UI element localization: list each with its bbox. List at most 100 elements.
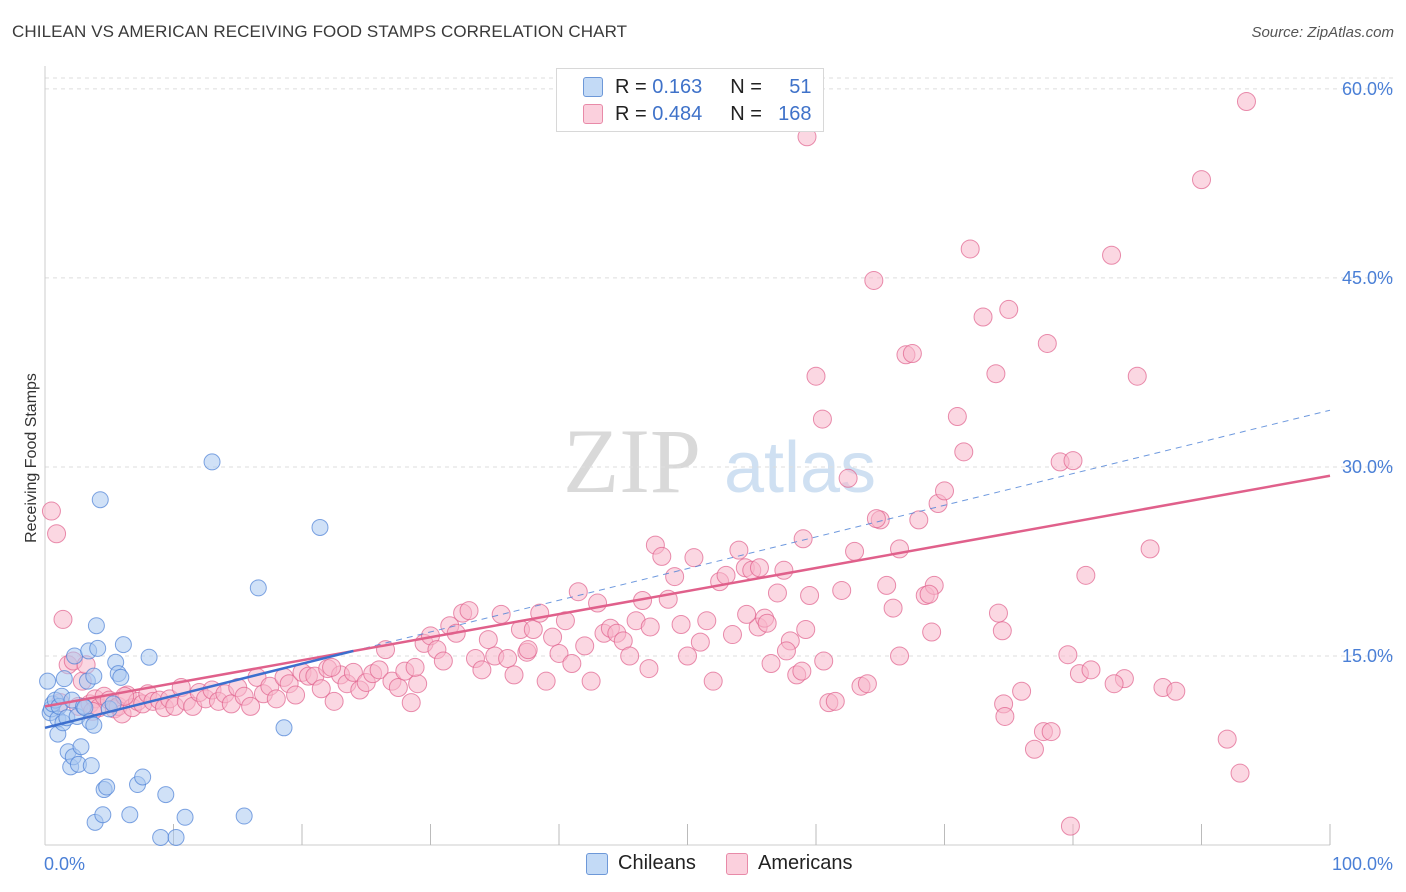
american-point	[498, 648, 518, 668]
american-point	[703, 671, 723, 691]
american-point	[343, 662, 363, 682]
chilean-point	[275, 719, 293, 737]
y-tick-label: 60.0%	[1342, 79, 1393, 99]
american-point	[405, 657, 425, 677]
american-point	[796, 620, 816, 640]
bottom-swatch-chileans	[586, 852, 608, 875]
chilean-point	[249, 579, 267, 597]
correlation-legend: R = 0.163 N = 51 R = 0.484 N = 168	[556, 68, 824, 132]
american-point	[639, 659, 659, 679]
chilean-point	[82, 757, 100, 775]
american-point	[883, 598, 903, 618]
american-point	[241, 696, 261, 716]
chilean-point	[311, 518, 329, 536]
chilean-point	[167, 828, 185, 846]
chileans-points	[39, 453, 329, 846]
american-point	[543, 627, 563, 647]
american-point	[555, 611, 575, 631]
american-point	[838, 468, 858, 488]
american-point	[806, 366, 826, 386]
american-point	[825, 691, 845, 711]
american-point	[902, 344, 922, 364]
american-point	[678, 646, 697, 666]
american-point	[697, 611, 717, 631]
american-point	[549, 643, 569, 663]
american-point	[857, 674, 877, 694]
american-point	[1192, 170, 1211, 190]
american-point	[523, 620, 543, 640]
legend-n-label: N =	[730, 102, 762, 125]
american-point	[388, 677, 408, 697]
american-point	[1140, 539, 1160, 559]
american-point	[1037, 333, 1057, 353]
american-point	[311, 679, 331, 699]
x-tick-label-max: 100.0%	[1332, 854, 1393, 874]
american-point	[761, 654, 781, 674]
y-tick-label: 15.0%	[1342, 646, 1393, 666]
american-point	[324, 691, 344, 711]
american-point	[737, 604, 757, 624]
x-tick-label-min: 0.0%	[44, 854, 85, 874]
american-point	[774, 560, 794, 580]
american-point	[1081, 660, 1101, 680]
chilean-point	[94, 806, 112, 824]
american-point	[562, 654, 582, 674]
chilean-point	[85, 716, 103, 734]
watermark: ZIP atlas	[563, 410, 876, 512]
american-point	[665, 567, 685, 587]
chilean-point	[87, 617, 105, 635]
chilean-point	[152, 828, 170, 846]
american-point	[286, 685, 306, 705]
american-point	[690, 632, 710, 652]
american-point	[671, 614, 691, 634]
american-point	[986, 364, 1006, 384]
american-point	[716, 565, 736, 585]
american-point	[581, 671, 601, 691]
american-point	[1024, 739, 1044, 759]
american-point	[478, 630, 498, 650]
american-point	[1166, 681, 1186, 701]
american-point	[266, 689, 286, 709]
american-point	[922, 622, 942, 642]
american-point	[504, 665, 524, 685]
chilean-point	[89, 639, 107, 657]
watermark-zip: ZIP	[563, 410, 701, 512]
american-point	[652, 546, 672, 566]
american-point	[1058, 645, 1078, 665]
chart-title: CHILEAN VS AMERICAN RECEIVING FOOD STAMP…	[12, 22, 628, 41]
american-point	[53, 609, 73, 629]
tick-labels: 15.0% 30.0% 45.0% 60.0% 0.0% 100.0%	[44, 79, 1393, 874]
american-point	[1012, 681, 1032, 701]
chilean-point	[235, 807, 253, 825]
american-point	[401, 693, 421, 713]
american-point	[995, 706, 1015, 726]
americans-trend-line	[44, 474, 1331, 708]
american-point	[864, 270, 884, 290]
chilean-point	[134, 768, 152, 786]
american-point	[1076, 565, 1096, 585]
american-point	[369, 660, 389, 680]
american-point	[832, 580, 852, 600]
chilean-point	[114, 636, 132, 654]
american-point	[793, 529, 813, 549]
american-point	[1236, 92, 1256, 112]
american-point	[620, 646, 640, 666]
american-point	[1104, 674, 1124, 694]
american-point	[568, 582, 588, 602]
american-point	[575, 636, 595, 656]
americans-points	[41, 92, 1256, 836]
american-point	[814, 651, 834, 671]
y-tick-label: 45.0%	[1342, 268, 1393, 288]
american-point	[459, 601, 479, 621]
legend-r-label: R =	[615, 75, 647, 98]
american-point	[999, 299, 1019, 319]
american-point	[947, 407, 967, 427]
watermark-atlas: atlas	[724, 428, 876, 508]
american-point	[536, 671, 556, 691]
chilean-point	[66, 647, 84, 665]
american-point	[954, 442, 974, 462]
bottom-legend-label: Chileans	[618, 852, 696, 874]
american-point	[1063, 451, 1083, 471]
chilean-point	[91, 491, 109, 509]
american-point	[909, 510, 929, 530]
